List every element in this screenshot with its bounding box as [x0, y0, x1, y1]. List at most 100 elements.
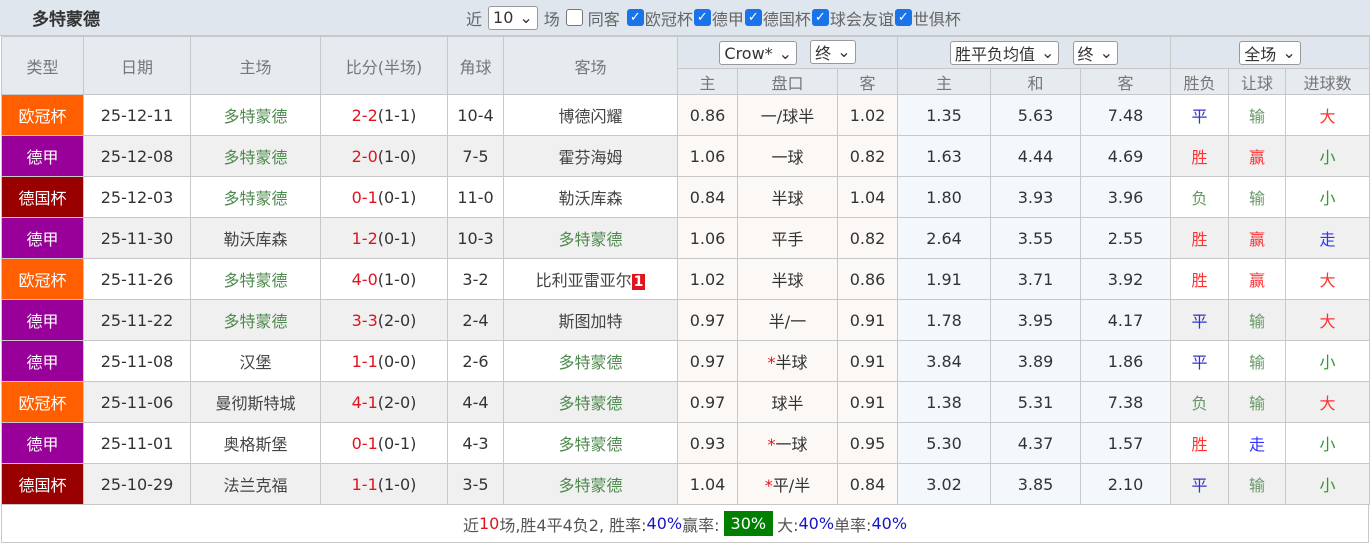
score-cell[interactable]: 1-1(1-0): [320, 463, 448, 505]
same-venue-checkbox[interactable]: [565, 9, 583, 26]
eu-away-odds: 2.55: [1080, 217, 1171, 259]
home-team[interactable]: 法兰克福: [190, 463, 321, 505]
corner-cell: 10-4: [447, 94, 504, 136]
table-row: 德甲 25-11-30 勒沃库森 1-2(0-1) 10-3 多特蒙德 1.06…: [1, 217, 1370, 259]
score-cell[interactable]: 0-1(0-1): [320, 176, 448, 218]
col-goals: 进球数: [1284, 68, 1370, 95]
company-select[interactable]: Crow* ⌄: [719, 41, 798, 66]
away-team[interactable]: 多特蒙德: [503, 463, 678, 505]
half-time-score: (0-1): [377, 187, 417, 207]
summary-prefix: 近: [462, 515, 479, 535]
ah-away-odds: 0.82: [837, 135, 898, 177]
result-cell: 平: [1170, 463, 1229, 505]
ah-line: *平/半: [737, 463, 838, 505]
away-team[interactable]: 斯图加特: [503, 299, 678, 341]
home-team[interactable]: 多特蒙德: [190, 258, 321, 300]
home-team[interactable]: 多特蒙德: [190, 176, 321, 218]
filter-checkbox[interactable]: ✓: [894, 9, 912, 26]
filter-checkbox[interactable]: ✓: [626, 9, 644, 26]
full-time-score: 1-1: [351, 474, 378, 494]
away-team[interactable]: 霍芬海姆: [503, 135, 678, 177]
filter-checkbox[interactable]: ✓: [693, 9, 711, 26]
corner-cell: 10-3: [447, 217, 504, 259]
chevron-down-icon: ⌄: [519, 8, 533, 27]
period-select[interactable]: 全场 ⌄: [1239, 40, 1301, 65]
table-row: 欧冠杯 25-11-06 曼彻斯特城 4-1(2-0) 4-4 多特蒙德 0.9…: [1, 381, 1370, 423]
league-cell[interactable]: 欧冠杯: [1, 94, 84, 136]
league-label: 欧冠杯: [18, 107, 67, 126]
col-home: 主场: [190, 36, 321, 95]
score-cell[interactable]: 3-3(2-0): [320, 299, 448, 341]
score-cell[interactable]: 2-0(1-0): [320, 135, 448, 177]
away-team-name: 勒沃库森: [558, 189, 623, 208]
away-team[interactable]: 博德闪耀: [503, 94, 678, 136]
away-team[interactable]: 多特蒙德: [503, 217, 678, 259]
euro-select[interactable]: 胜平负均值 ⌄: [950, 40, 1060, 65]
league-cell[interactable]: 德甲: [1, 217, 84, 259]
eu-home-odds: 1.78: [897, 299, 991, 341]
corner-cell: 11-0: [447, 176, 504, 218]
away-team[interactable]: 勒沃库森: [503, 176, 678, 218]
eu-draw-odds: 3.71: [990, 258, 1081, 300]
eu-draw-odds: 3.95: [990, 299, 1081, 341]
goals-cell: 走: [1284, 217, 1370, 259]
league-cell[interactable]: 德国杯: [1, 176, 84, 218]
home-team[interactable]: 曼彻斯特城: [190, 381, 321, 423]
summary-count: 10: [478, 514, 500, 533]
filter-checkbox[interactable]: ✓: [744, 9, 762, 26]
date-cell: 25-12-08: [83, 135, 191, 177]
league-cell[interactable]: 德甲: [1, 340, 84, 382]
filter-checkbox[interactable]: ✓: [811, 9, 829, 26]
euro-time-select[interactable]: 终 ⌄: [1072, 40, 1118, 65]
summary-text: 场,胜4平4负2, 胜率:: [499, 515, 647, 535]
league-cell[interactable]: 欧冠杯: [1, 381, 84, 423]
away-team[interactable]: 多特蒙德: [503, 381, 678, 423]
score-cell[interactable]: 4-1(2-0): [320, 381, 448, 423]
recent-count-select[interactable]: 10 ⌄: [488, 5, 538, 30]
score-cell[interactable]: 1-1(0-0): [320, 340, 448, 382]
score-cell[interactable]: 4-0(1-0): [320, 258, 448, 300]
check-icon: ✓: [629, 10, 641, 25]
home-team[interactable]: 汉堡: [190, 340, 321, 382]
league-cell[interactable]: 德甲: [1, 135, 84, 177]
ah-home-odds: 1.06: [677, 135, 738, 177]
col-eu-draw: 和: [990, 68, 1081, 95]
away-team[interactable]: 多特蒙德: [503, 422, 678, 464]
eu-draw-odds: 3.93: [990, 176, 1081, 218]
ah-line: *一球: [737, 422, 838, 464]
eu-away-odds: 4.17: [1080, 299, 1171, 341]
league-cell[interactable]: 德甲: [1, 422, 84, 464]
home-team[interactable]: 勒沃库森: [190, 217, 321, 259]
full-time-score: 1-1: [351, 351, 378, 371]
table-row: 德甲 25-12-08 多特蒙德 2-0(1-0) 7-5 霍芬海姆 1.06 …: [1, 135, 1370, 177]
full-time-score: 0-1: [351, 433, 378, 453]
away-team[interactable]: 比利亚雷亚尔 1: [503, 258, 678, 300]
goals-cell: 小: [1284, 135, 1370, 177]
eu-away-odds: 7.38: [1080, 381, 1171, 423]
full-time-score: 1-2: [351, 228, 378, 248]
ah-line: 一球: [737, 135, 838, 177]
home-team[interactable]: 多特蒙德: [190, 299, 321, 341]
home-team[interactable]: 奥格斯堡: [190, 422, 321, 464]
date-cell: 25-12-11: [83, 94, 191, 136]
score-cell[interactable]: 2-2(1-1): [320, 94, 448, 136]
home-team[interactable]: 多特蒙德: [190, 135, 321, 177]
ah-line-value: 一/球半: [760, 107, 815, 126]
away-team[interactable]: 多特蒙德: [503, 340, 678, 382]
league-cell[interactable]: 德甲: [1, 299, 84, 341]
summary-text: 赢率:: [682, 515, 720, 535]
ah-home-odds: 0.97: [677, 299, 738, 341]
league-cell[interactable]: 德国杯: [1, 463, 84, 505]
handicap-cell: 输: [1228, 463, 1286, 505]
score-cell[interactable]: 0-1(0-1): [320, 422, 448, 464]
goals-cell: 大: [1284, 381, 1370, 423]
home-team[interactable]: 多特蒙德: [190, 94, 321, 136]
corner-cell: 2-6: [447, 340, 504, 382]
cover-rate: 30%: [723, 511, 774, 536]
score-cell[interactable]: 1-2(0-1): [320, 217, 448, 259]
handicap-cell: 输: [1228, 299, 1286, 341]
league-cell[interactable]: 欧冠杯: [1, 258, 84, 300]
league-label: 德甲: [26, 435, 59, 454]
asian-time-select[interactable]: 终 ⌄: [810, 39, 856, 64]
result-cell: 负: [1170, 176, 1229, 218]
